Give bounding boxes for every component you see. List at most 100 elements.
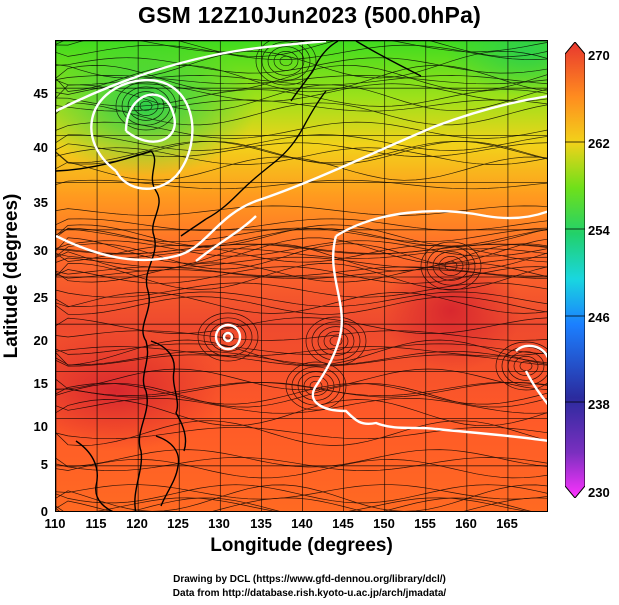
credit-line-data: Data from http://database.rish.kyoto-u.a… (172, 588, 447, 599)
streamline (56, 383, 547, 408)
streamline (56, 382, 547, 398)
x-tick: 135 (250, 516, 272, 531)
streamline (56, 205, 547, 216)
credits: Drawing by DCL (https://www.gfd-dennou.o… (0, 573, 619, 601)
vortex-streamline (127, 91, 165, 121)
colorbar-tick: 246 (588, 310, 610, 325)
colorbar-tick: 262 (588, 136, 610, 151)
vortex-streamline (291, 366, 341, 406)
x-tick: 140 (291, 516, 313, 531)
warm-high-region (381, 251, 521, 371)
streamline (56, 248, 547, 259)
y-tick: 5 (40, 457, 48, 472)
vortex-streamline (203, 317, 253, 357)
y-tick: 15 (33, 376, 48, 391)
x-tick: 115 (85, 516, 107, 531)
y-axis-label: Latitude (degrees) (1, 193, 22, 359)
vortex-streamline (432, 251, 470, 281)
streamline (56, 218, 547, 231)
streamline (56, 237, 547, 264)
vortex-streamline (426, 246, 476, 286)
vortex-streamline (420, 241, 482, 291)
streamline (56, 484, 547, 504)
streamline (56, 399, 547, 427)
warm-region-west (56, 331, 226, 451)
y-tick: 25 (33, 290, 48, 305)
y-tick: 35 (33, 195, 48, 210)
streamline (56, 243, 547, 254)
streamline (56, 102, 547, 126)
x-tick: 125 (167, 516, 189, 531)
streamline (56, 41, 547, 53)
streamline (56, 383, 547, 405)
streamline (56, 426, 547, 440)
x-tick: 145 (332, 516, 354, 531)
x-tick: 120 (126, 516, 148, 531)
streamline (56, 292, 547, 314)
streamline (56, 397, 547, 414)
vortex-streamline (261, 41, 311, 81)
weather-map (55, 40, 548, 512)
x-axis-label: Longitude (degrees) (210, 535, 393, 556)
credit-line-dcl: Drawing by DCL (https://www.gfd-dennou.o… (173, 574, 446, 585)
streamline (56, 282, 547, 298)
streamline (56, 266, 547, 284)
streamline (56, 83, 547, 102)
x-tick: 165 (496, 516, 518, 531)
wind-streamlines (56, 41, 547, 511)
streamline (56, 147, 547, 165)
vortex-streamline (255, 41, 317, 86)
vortex-streamline (303, 376, 329, 396)
colorbar-tick: 230 (588, 485, 610, 500)
streamline (56, 382, 547, 396)
y-tick: 45 (33, 86, 48, 101)
streamline (56, 484, 547, 500)
streamline (56, 296, 547, 315)
vortex-streamline (297, 371, 335, 401)
vortex-streamline (139, 100, 153, 112)
streamline (56, 459, 547, 479)
vortex-streamline (209, 322, 247, 352)
streamline (56, 269, 547, 280)
vortex-streamline (513, 356, 539, 376)
streamline (56, 64, 547, 92)
streamline (56, 343, 547, 355)
streamline (56, 256, 547, 268)
colorbar-tick: 254 (588, 223, 610, 238)
y-tick: 0 (40, 504, 48, 519)
x-tick: 155 (414, 516, 436, 531)
streamline (56, 350, 547, 366)
vortex-streamline (285, 361, 347, 411)
streamline (56, 134, 547, 151)
lat-lon-grid (56, 41, 547, 511)
x-tick: 130 (208, 516, 230, 531)
streamline (56, 84, 547, 112)
y-tick: 40 (33, 140, 48, 155)
vortex-streamline (311, 321, 361, 361)
streamline (56, 89, 547, 107)
vortex-streamline (279, 55, 293, 67)
vortex-streamline (273, 51, 299, 71)
x-tick: 150 (373, 516, 395, 531)
streamline (56, 245, 547, 263)
streamline (56, 449, 547, 468)
page-title: GSM 12Z10Jun2023 (500.0hPa) (138, 2, 481, 28)
y-tick: 20 (33, 333, 48, 348)
streamline (56, 457, 547, 472)
colorbar-gradient (565, 42, 585, 498)
y-tick: 10 (33, 419, 48, 434)
streamline (56, 142, 547, 157)
streamline (56, 41, 547, 57)
streamline (56, 140, 547, 165)
streamline (56, 497, 547, 511)
streamline (56, 262, 547, 283)
isotherm-contours (56, 41, 547, 442)
vortex-streamline (115, 81, 177, 131)
streamline (56, 330, 547, 341)
colorbar-tick: 238 (588, 397, 610, 412)
y-tick: 30 (33, 243, 48, 258)
vortex-streamline (507, 351, 545, 381)
vortex-streamline (444, 260, 458, 272)
streamline (56, 420, 547, 446)
streamline (56, 156, 547, 181)
